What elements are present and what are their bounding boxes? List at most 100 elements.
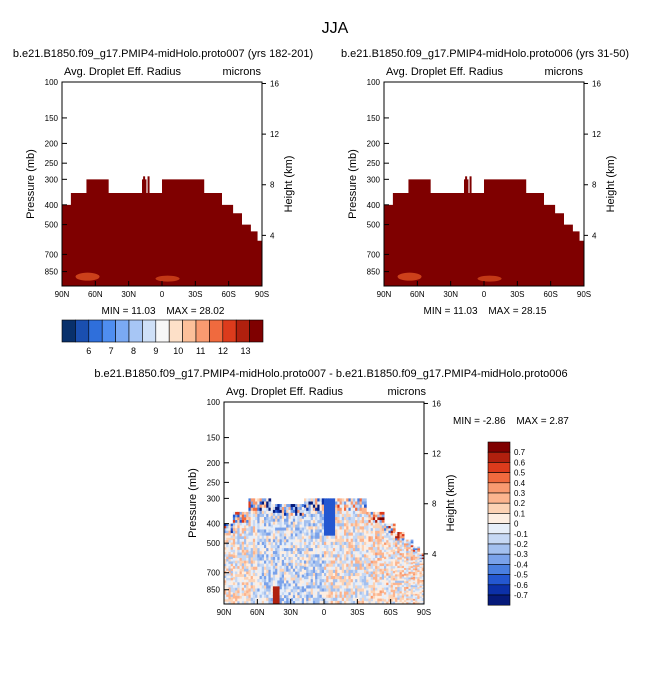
diff-cell (255, 576, 258, 580)
diff-cell (348, 585, 352, 589)
colorbar-diff: 0.70.60.50.40.30.20.10-0.1-0.2-0.3-0.4-0… (487, 441, 528, 606)
diff-cell (288, 592, 292, 596)
diff-cell (341, 597, 345, 602)
diff-cell (381, 511, 385, 516)
diff-cell (364, 572, 367, 577)
diff-cell (375, 530, 378, 535)
diff-cell (419, 592, 423, 595)
diff-cell (355, 576, 358, 580)
diff-cell (277, 598, 281, 602)
case-title-left: b.e21.B1850.f09_g17.PMIP4-midHolo.proto0… (13, 48, 313, 60)
diff-cell (404, 554, 407, 558)
diff-cell (381, 533, 385, 537)
diff-cell (224, 533, 227, 536)
diff-cell (372, 555, 376, 559)
diff-cell (232, 541, 236, 545)
diff-cell (259, 551, 263, 555)
diff-cell (332, 569, 336, 574)
diff-cell (335, 538, 338, 543)
diff-cell (339, 504, 343, 509)
diff-cell (232, 566, 236, 570)
diff-cell (299, 565, 303, 570)
diff-cell (326, 576, 329, 580)
diff-cell (255, 529, 258, 534)
diff-cell (324, 532, 327, 537)
diff-cell (366, 514, 369, 518)
diff-cell (275, 592, 278, 596)
diff-cell (286, 577, 289, 581)
diff-cell (395, 540, 398, 544)
diff-cell (417, 587, 421, 590)
diff-cell (292, 601, 296, 605)
diff-cell (350, 557, 354, 562)
diff-cell (230, 577, 234, 581)
diff-cell (239, 557, 243, 562)
diff-cell (355, 510, 358, 515)
diff-cell (248, 588, 252, 593)
diff-cell (301, 577, 305, 581)
diff-cell (404, 583, 407, 586)
diff-cell (341, 513, 345, 518)
diff-cell (277, 512, 281, 517)
x-tick-label-right: 30N (443, 290, 458, 299)
diff-cell (386, 544, 389, 548)
diff-cell (357, 582, 361, 586)
diff-cell (290, 539, 294, 543)
diff-cell (264, 566, 267, 571)
diff-cell (224, 525, 227, 529)
height-tick-label-left: 4 (270, 231, 275, 240)
diff-cell (392, 540, 396, 544)
diff-cell (228, 566, 232, 570)
diff-cell (290, 551, 294, 555)
diff-cell (339, 582, 343, 586)
diff-cell (328, 523, 332, 527)
diff-cell (364, 541, 367, 546)
diff-cell (355, 498, 358, 502)
diff-cell (366, 547, 369, 551)
diff-cell (248, 510, 252, 515)
diff-cell (235, 574, 238, 578)
diff-cell (226, 551, 229, 555)
diff-cell (346, 498, 349, 502)
diff-cell (235, 560, 238, 564)
diff-cell (346, 594, 349, 599)
diff-cell (364, 501, 367, 506)
diff-cell (346, 513, 349, 518)
diff-cell (346, 501, 349, 506)
diff-cell (324, 544, 327, 549)
season-title: JJA (322, 20, 349, 37)
diff-cell (277, 539, 281, 543)
diff-cell (255, 588, 258, 593)
diff-cell (341, 498, 345, 502)
diff-cell (250, 591, 254, 596)
diff-cell (384, 549, 387, 553)
diff-cell (248, 566, 252, 571)
diff-cell (324, 520, 327, 524)
diff-cell (241, 582, 245, 586)
diff-cell (368, 563, 372, 567)
diff-cell (226, 523, 229, 527)
diff-cell (348, 588, 352, 593)
diff-cell (281, 536, 285, 540)
diff-cell (348, 572, 352, 577)
diff-cell (301, 592, 305, 596)
diff-cell (359, 513, 363, 518)
colorbar-main-swatch (61, 319, 76, 343)
diff-cell (292, 551, 296, 555)
diff-cell (335, 544, 338, 549)
diff-cell (270, 551, 274, 555)
diff-cell (332, 588, 336, 593)
diff-cell (272, 583, 276, 587)
diff-cell (317, 594, 321, 599)
diff-cell (252, 566, 256, 571)
diff-cell (241, 555, 245, 559)
diff-cell (284, 545, 287, 549)
diff-cell (337, 507, 341, 512)
diff-cell (348, 513, 352, 518)
diff-cell (312, 582, 316, 586)
diff-cell (250, 563, 254, 568)
diff-cell (359, 507, 363, 512)
diff-cell (377, 520, 381, 524)
diff-cell (241, 525, 245, 529)
diff-cell (328, 520, 332, 524)
